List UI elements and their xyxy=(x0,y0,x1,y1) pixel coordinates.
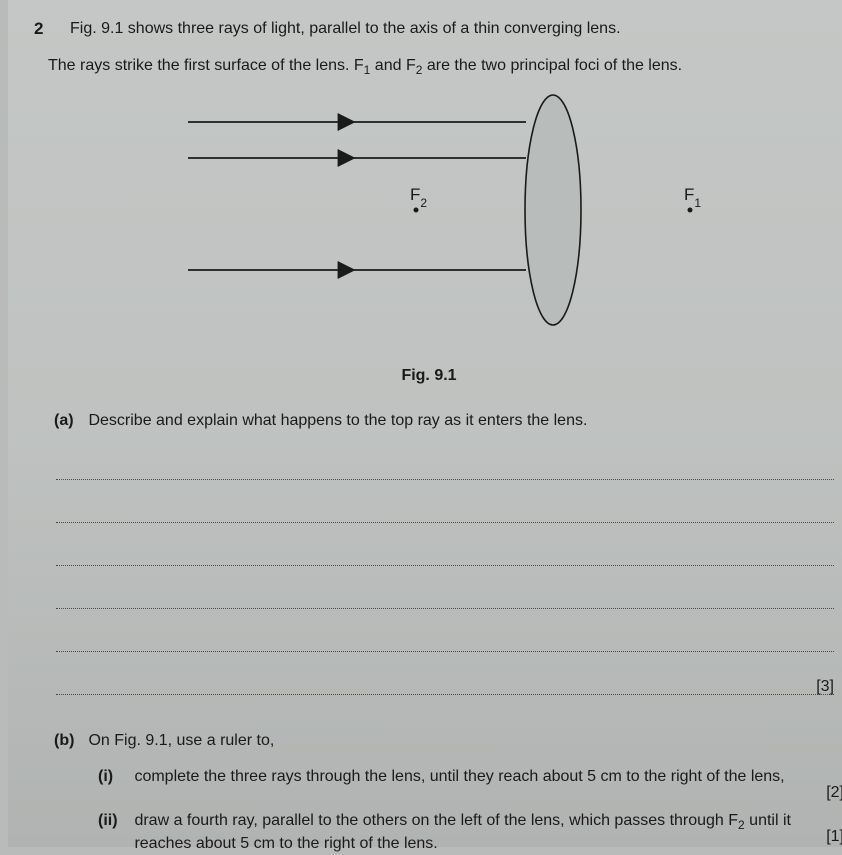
answer-line xyxy=(56,531,834,566)
part-a: (a) Describe and explain what happens to… xyxy=(54,410,834,432)
figure-caption: Fig. 9.1 xyxy=(8,365,842,387)
answer-line xyxy=(56,445,834,480)
part-b-i-label: (i) xyxy=(98,766,130,788)
svg-text:F1: F1 xyxy=(684,185,701,210)
intro-line-1: Fig. 9.1 shows three rays of light, para… xyxy=(70,18,830,40)
svg-text:F2: F2 xyxy=(410,185,427,210)
part-b-label: (b) xyxy=(54,730,84,752)
exam-page: 2 Fig. 9.1 shows three rays of light, pa… xyxy=(8,0,842,847)
answer-line xyxy=(56,574,834,609)
part-a-label: (a) xyxy=(54,410,84,432)
intro-line-2: The rays strike the first surface of the… xyxy=(48,55,828,78)
question-number: 2 xyxy=(34,18,43,41)
part-b-ii-text: draw a fourth ray, parallel to the other… xyxy=(134,810,834,855)
answer-lines: [3] xyxy=(56,445,834,703)
part-b-i-marks: [2] xyxy=(826,782,842,804)
answer-line xyxy=(56,488,834,523)
part-b-i: (i) complete the three rays through the … xyxy=(98,766,842,788)
answer-line xyxy=(56,617,834,652)
part-b: (b) On Fig. 9.1, use a ruler to, xyxy=(54,730,834,752)
lens-diagram-svg: F2 F1 xyxy=(158,90,718,350)
part-b-i-text: complete the three rays through the lens… xyxy=(134,766,834,788)
part-b-ii: (ii) draw a fourth ray, parallel to the … xyxy=(98,810,842,855)
figure-9-1: F2 F1 xyxy=(158,90,718,350)
answer-line: [3] xyxy=(56,660,834,695)
part-b-ii-marks: [1] xyxy=(826,826,842,848)
part-b-ii-label: (ii) xyxy=(98,810,130,832)
part-a-marks: [3] xyxy=(816,676,834,698)
part-a-text: Describe and explain what happens to the… xyxy=(88,412,587,429)
part-b-text: On Fig. 9.1, use a ruler to, xyxy=(88,732,274,749)
